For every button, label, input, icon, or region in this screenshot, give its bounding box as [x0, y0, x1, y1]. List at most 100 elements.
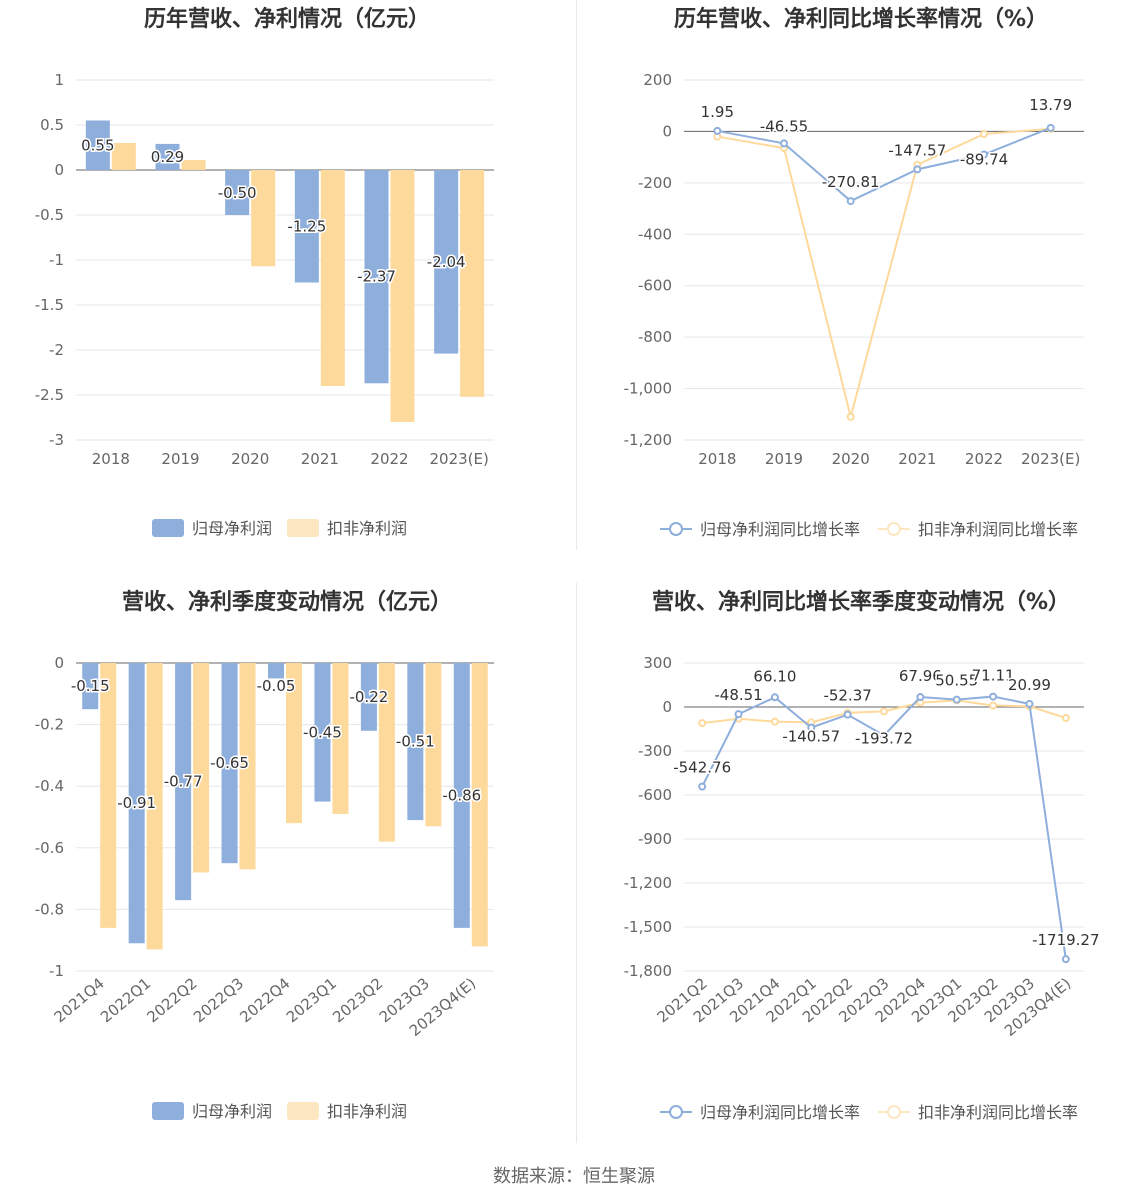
y-tick-label: -1,200 [624, 874, 672, 892]
legend-label: 扣非净利润同比增长率 [918, 1103, 1078, 1122]
bar-deducted-profit [193, 663, 210, 873]
x-tick-label: 2018 [698, 450, 736, 468]
y-tick-label: -1,500 [624, 918, 672, 936]
x-tick-label: 2020 [832, 450, 870, 468]
y-tick-label: -1 [49, 251, 64, 269]
data-label: -0.77 [164, 773, 203, 791]
bar-net-profit [453, 663, 470, 928]
point-net-profit-growth [980, 150, 988, 159]
point-net-profit-growth [843, 710, 852, 719]
legend-label: 扣非净利润 [327, 519, 407, 538]
point-deducted-profit-growth [770, 717, 779, 726]
point-deducted-profit-growth [1061, 714, 1070, 722]
y-tick-label: -1,800 [624, 962, 672, 980]
y-tick-label: -400 [638, 225, 672, 243]
y-tick-label: -600 [638, 277, 672, 295]
bar-deducted-profit [111, 143, 136, 170]
chart-title: 营收、净利季度变动情况（亿元） [122, 589, 452, 615]
y-tick-label: -2 [49, 341, 64, 359]
bar-deducted-profit [425, 663, 442, 827]
data-label: 1.95 [701, 103, 734, 121]
bar-deducted-profit [460, 170, 485, 397]
x-tick-label: 2019 [765, 450, 803, 468]
point-net-profit-growth [913, 165, 922, 174]
x-tick-label: 2022Q2 [144, 974, 201, 1026]
data-label: 13.79 [1029, 96, 1072, 114]
legend-marker-net-profit [669, 522, 683, 536]
panel-divider [576, 0, 577, 550]
x-tick-label: 2023Q1 [283, 974, 340, 1026]
data-source-footer: 数据来源：恒生聚源 [493, 1166, 655, 1187]
bar-net-profit [221, 663, 238, 864]
y-tick-label: -0.2 [35, 716, 64, 734]
y-tick-label: -3 [49, 431, 64, 449]
annual-profit-chart: 历年营收、净利情况（亿元） 1 0.5 0 -0.5 -1 -1.5 -2 -2.5 -3 2018… [0, 0, 574, 580]
bar-net-profit [434, 170, 459, 354]
legend-marker-deducted-profit [887, 1105, 901, 1119]
y-tick-label: -2.5 [35, 386, 64, 404]
y-tick-label: -1,000 [624, 380, 672, 398]
y-tick-label: -0.6 [35, 839, 64, 857]
data-label: 67.96 [899, 667, 942, 685]
legend-label: 扣非净利润同比增长率 [918, 520, 1078, 539]
annual-profit-chart-svg: 历年营收、净利情况（亿元） 1 0.5 0 -0.5 -1 -1.5 -2 -2.5 -3 2018… [35, 6, 494, 538]
data-label: 71.11 [972, 667, 1015, 685]
data-label: -0.86 [442, 786, 481, 804]
x-tick-label: 2020 [231, 450, 269, 468]
y-tick-label: -800 [638, 328, 672, 346]
data-label: -0.15 [71, 677, 110, 695]
bar-net-profit [175, 663, 192, 901]
data-label: -89.74 [960, 151, 1008, 169]
y-tick-label: -0.5 [35, 206, 64, 224]
data-label: -1719.27 [1032, 931, 1099, 949]
x-tick-label: 2023Q2 [329, 974, 386, 1026]
data-label: -193.72 [855, 729, 913, 747]
data-label: 50.55 [935, 672, 978, 690]
x-tick-label: 2022 [965, 450, 1003, 468]
y-tick-label: -0.4 [35, 777, 64, 795]
x-tick-label: 2022 [370, 450, 408, 468]
data-label: -0.45 [303, 723, 342, 741]
chart-title: 历年营收、净利同比增长率情况（%） [674, 6, 1048, 32]
bar-deducted-profit [146, 663, 163, 950]
x-tick-label: 2022Q3 [190, 974, 247, 1026]
y-tick-label: 0 [662, 122, 672, 140]
legend-swatch-net-profit [152, 519, 184, 537]
annual-growth-chart: 历年营收、净利同比增长率情况（%） 200 0 -200 -400 -600 -800 -1,… [574, 0, 1148, 580]
data-label: -1.25 [287, 217, 326, 235]
bar-net-profit [268, 663, 284, 679]
y-tick-label: 0 [54, 161, 64, 179]
point-net-profit-growth [1061, 955, 1070, 964]
data-label: -48.51 [714, 686, 762, 704]
x-tick-label: 2021 [301, 450, 339, 468]
data-label: -140.57 [782, 728, 840, 746]
data-label: -52.37 [823, 687, 871, 705]
point-net-profit-growth [952, 695, 961, 704]
y-tick-label: -1 [49, 962, 64, 980]
x-tick-label: 2022Q1 [97, 974, 154, 1026]
point-net-profit-growth [846, 197, 855, 206]
point-net-profit-growth [780, 139, 788, 148]
x-tick-label: 2021Q4 [51, 974, 108, 1026]
data-label: 66.10 [753, 667, 796, 685]
data-label: -0.51 [396, 733, 435, 751]
point-deducted-profit-growth [846, 412, 855, 421]
annual-growth-chart-svg: 历年营收、净利同比增长率情况（%） 200 0 -200 -400 -600 -800 -1,… [624, 6, 1084, 539]
chart-title: 历年营收、净利情况（亿元） [144, 6, 430, 32]
bar-deducted-profit [378, 663, 395, 842]
y-tick-label: -1.5 [35, 296, 64, 314]
data-label: -2.37 [357, 268, 396, 286]
y-tick-label: -300 [638, 742, 672, 760]
data-label: 0.55 [81, 136, 114, 154]
data-label: 20.99 [1008, 676, 1051, 694]
x-tick-label: 2019 [161, 450, 199, 468]
bar-net-profit [294, 170, 319, 283]
data-label: -270.81 [822, 173, 880, 191]
line-deducted-profit-growth [717, 127, 1051, 418]
line-net-profit-growth [717, 126, 1052, 203]
x-tick-label: 2022Q4 [236, 974, 293, 1026]
data-label: 0.29 [151, 148, 184, 166]
data-label: -0.65 [210, 754, 249, 772]
bar-deducted-profit [471, 663, 488, 947]
quarterly-profit-chart-svg: 营收、净利季度变动情况（亿元） 0 -0.2 -0.4 -0.6 -0.8 -12021Q4… [35, 589, 494, 1121]
